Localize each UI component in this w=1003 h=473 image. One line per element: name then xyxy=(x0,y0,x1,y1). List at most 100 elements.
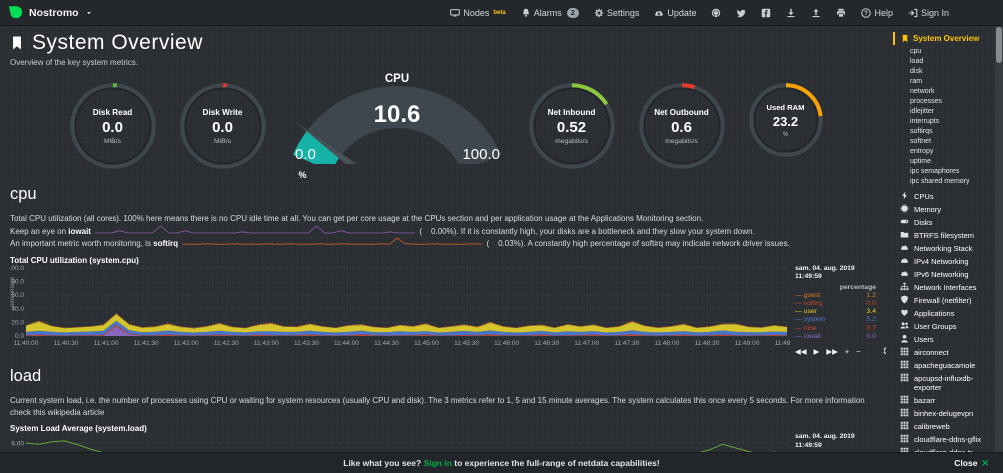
gauge-cpu-title: CPU xyxy=(384,73,410,85)
sidebar-subitem-idlejitter[interactable]: idlejitter xyxy=(910,108,935,115)
gauge-cpu-dial[interactable]: 10.6 0.0 100.0 xyxy=(289,85,506,204)
svg-text:11:46:30: 11:46:30 xyxy=(534,340,559,347)
sidebar-item-apcupsd-influxdb-exporter[interactable]: apcupsd-influxdb-exporter xyxy=(893,372,993,394)
cpu-chart-title: Total CPU utilization (system.cpu) xyxy=(10,255,139,265)
nav-item-facebook[interactable] xyxy=(761,8,771,18)
svg-text:11:40:30: 11:40:30 xyxy=(54,340,79,347)
svg-text:11:49:30: 11:49:30 xyxy=(775,340,790,347)
nav-item-alarms[interactable]: Alarms 2 xyxy=(521,7,579,18)
sidebar-item-cpus[interactable]: CPUs xyxy=(893,190,993,203)
sidebar-item-firewall-netfilter-[interactable]: Firewall (netfilter) xyxy=(893,294,993,307)
nav-item-sign-in[interactable]: Sign In xyxy=(908,8,949,18)
gauge-value: 0.6 xyxy=(671,118,692,136)
sidebar-item-ipv4-networking[interactable]: IPv4 Networking xyxy=(893,255,993,268)
sidebar-subitem-uptime[interactable]: uptime xyxy=(910,158,932,165)
cloud-icon xyxy=(900,269,909,278)
gauge-net-outbound[interactable]: Net Outbound 0.6 megabits/s xyxy=(638,82,726,170)
sidebar-subitem-ipc-shared-memory[interactable]: ipc shared memory xyxy=(910,178,970,185)
legend-item-user[interactable]: — user 3.4 xyxy=(795,308,876,316)
chart-resize-handle[interactable]: ⇕ xyxy=(881,346,886,357)
gauge-disk-write[interactable]: Disk Write 0.0 MiB/s xyxy=(179,82,267,170)
sidebar-item-system-overview[interactable]: System Overview xyxy=(893,32,993,45)
sidebar-subitem-load[interactable]: load xyxy=(910,58,924,65)
sidebar-subitem-disk[interactable]: disk xyxy=(910,68,923,75)
help-icon: ? xyxy=(861,7,872,18)
nav-item-export[interactable] xyxy=(811,8,821,18)
legend-item-iowait[interactable]: — iowait 0.0 xyxy=(795,332,876,340)
gauge-disk-read[interactable]: Disk Read 0.0 MiB/s xyxy=(69,82,157,170)
load-chart-canvas[interactable]: 2.004.006.00 xyxy=(10,433,790,452)
svg-text:11:40:00: 11:40:00 xyxy=(14,340,39,347)
bolt-icon xyxy=(900,191,909,200)
sidebar-subitem-cpu[interactable]: cpu xyxy=(910,48,922,55)
sidebar-subitem-ram[interactable]: ram xyxy=(910,78,923,85)
scrollbar-thumb[interactable] xyxy=(996,27,1002,63)
cpu-chart-ylabel: percentage xyxy=(10,276,16,307)
sidebar-subitem-entropy[interactable]: entropy xyxy=(910,148,934,155)
chart-toolbar-button-1[interactable]: ▶ xyxy=(813,347,820,357)
sidebar-item-airconnect[interactable]: airconnect xyxy=(893,346,993,359)
svg-text:11:45:30: 11:45:30 xyxy=(454,340,479,347)
sidebar-item-users[interactable]: Users xyxy=(893,333,993,346)
sidebar-subitem-network[interactable]: network xyxy=(910,88,935,95)
nav-item-update[interactable]: Update xyxy=(654,8,696,18)
host-menu[interactable]: Nostromo xyxy=(8,5,93,20)
sidebar-item-calibreweb[interactable]: calibreweb xyxy=(893,420,993,433)
legend-item-softirq[interactable]: — softirq 0.0 xyxy=(795,299,876,307)
hostname[interactable]: Nostromo xyxy=(29,6,79,19)
sidebar-item-memory[interactable]: Memory xyxy=(893,203,993,216)
chart-toolbar-button-4[interactable]: − xyxy=(856,347,861,357)
grid-icon xyxy=(900,373,909,382)
legend-item-nice[interactable]: — nice 0.7 xyxy=(795,324,876,332)
close-banner-button[interactable]: Close ✕ xyxy=(954,457,989,469)
sidebar-item-user-groups[interactable]: User Groups xyxy=(893,320,993,333)
gauge-net-inbound[interactable]: Net Inbound 0.52 megabits/s xyxy=(528,82,616,170)
sidebar-subitem-ipc-semaphores[interactable]: ipc semaphores xyxy=(910,168,960,175)
sidebar-item-ipv6-networking[interactable]: IPv6 Networking xyxy=(893,268,993,281)
svg-text:11:48:30: 11:48:30 xyxy=(694,340,719,347)
sidebar-item-cloudflare-ddns-gflix[interactable]: cloudflare-ddns-gflix xyxy=(893,433,993,446)
sidebar-subitem-softirqs[interactable]: softirqs xyxy=(910,128,933,135)
sidebar-item-bazarr[interactable]: bazarr xyxy=(893,394,993,407)
nav-item-twitter[interactable] xyxy=(736,8,746,18)
legend-item-system[interactable]: — system 5.2 xyxy=(795,316,876,324)
sidebar-item-btrfs-filesystem[interactable]: BTRFS filesystem xyxy=(893,229,993,242)
iowait-sparkline[interactable] xyxy=(95,224,416,238)
sidebar-item-networking-stack[interactable]: Networking Stack xyxy=(893,242,993,255)
chart-toolbar-button-3[interactable]: + xyxy=(844,347,850,357)
settings-icon xyxy=(594,8,604,18)
signin-link[interactable]: Sign in xyxy=(423,458,452,468)
top-navbar: Nostromo Nodes beta Alarms 2 Settings Update?… xyxy=(0,0,1003,26)
vertical-scrollbar[interactable] xyxy=(995,26,1003,473)
sidebar-item-apacheguacamole[interactable]: apacheguacamole xyxy=(893,359,993,372)
chart-toolbar-button-2[interactable]: ▶▶ xyxy=(826,347,838,357)
softirq-sparkline[interactable] xyxy=(182,237,483,250)
sidebar-item-network-interfaces[interactable]: Network Interfaces xyxy=(893,281,993,294)
sidebar-subitem-softnet[interactable]: softnet xyxy=(910,138,932,145)
svg-text:11:47:30: 11:47:30 xyxy=(614,340,639,347)
sidebar-subitem-processes[interactable]: processes xyxy=(910,98,942,105)
chart-toolbar-button-0[interactable]: ◀◀ xyxy=(795,347,807,357)
gauges-row: Disk Read 0.0 MiB/s Disk Write 0.0 MiB/s CPU… xyxy=(10,73,882,204)
nav-item-print[interactable] xyxy=(836,8,846,18)
sidebar-item-applications[interactable]: Applications xyxy=(893,307,993,320)
nav-item-help[interactable]: ? Help xyxy=(861,8,893,18)
svg-text:10.6: 10.6 xyxy=(373,101,420,128)
nav-item-settings[interactable]: Settings xyxy=(594,8,639,18)
sidebar-subitem-interrupts[interactable]: interrupts xyxy=(910,118,940,125)
svg-text:100.0: 100.0 xyxy=(10,265,24,272)
signin-banner-text: Like what you see? Sign in to experience… xyxy=(343,458,660,468)
sign-in-icon xyxy=(908,8,918,18)
sidebar-item-disks[interactable]: Disks xyxy=(893,216,993,229)
user-icon xyxy=(900,334,909,343)
gauge-cpu[interactable]: CPU 10.6 0.0 100.0 % xyxy=(289,73,506,204)
nav-item-nodes[interactable]: Nodes beta xyxy=(450,8,506,18)
nav-item-import[interactable] xyxy=(786,8,796,18)
grid-icon xyxy=(900,434,909,443)
gauge-used-ram[interactable]: Used RAM 23.2% xyxy=(748,82,824,158)
nav-item-github[interactable] xyxy=(711,8,721,18)
sidebar-item-binhex-delugevpn[interactable]: binhex-delugevpn xyxy=(893,407,993,420)
legend-item-guest[interactable]: — guest 1.2 xyxy=(795,291,876,299)
sidebar-item-cloudflare-ddns-tr[interactable]: cloudflare-ddns-tr xyxy=(893,446,993,452)
cpu-chart-canvas[interactable]: percentage 0.0 20.0 40.0 60.0 80.0 100.0 11:40… xyxy=(8,265,800,352)
